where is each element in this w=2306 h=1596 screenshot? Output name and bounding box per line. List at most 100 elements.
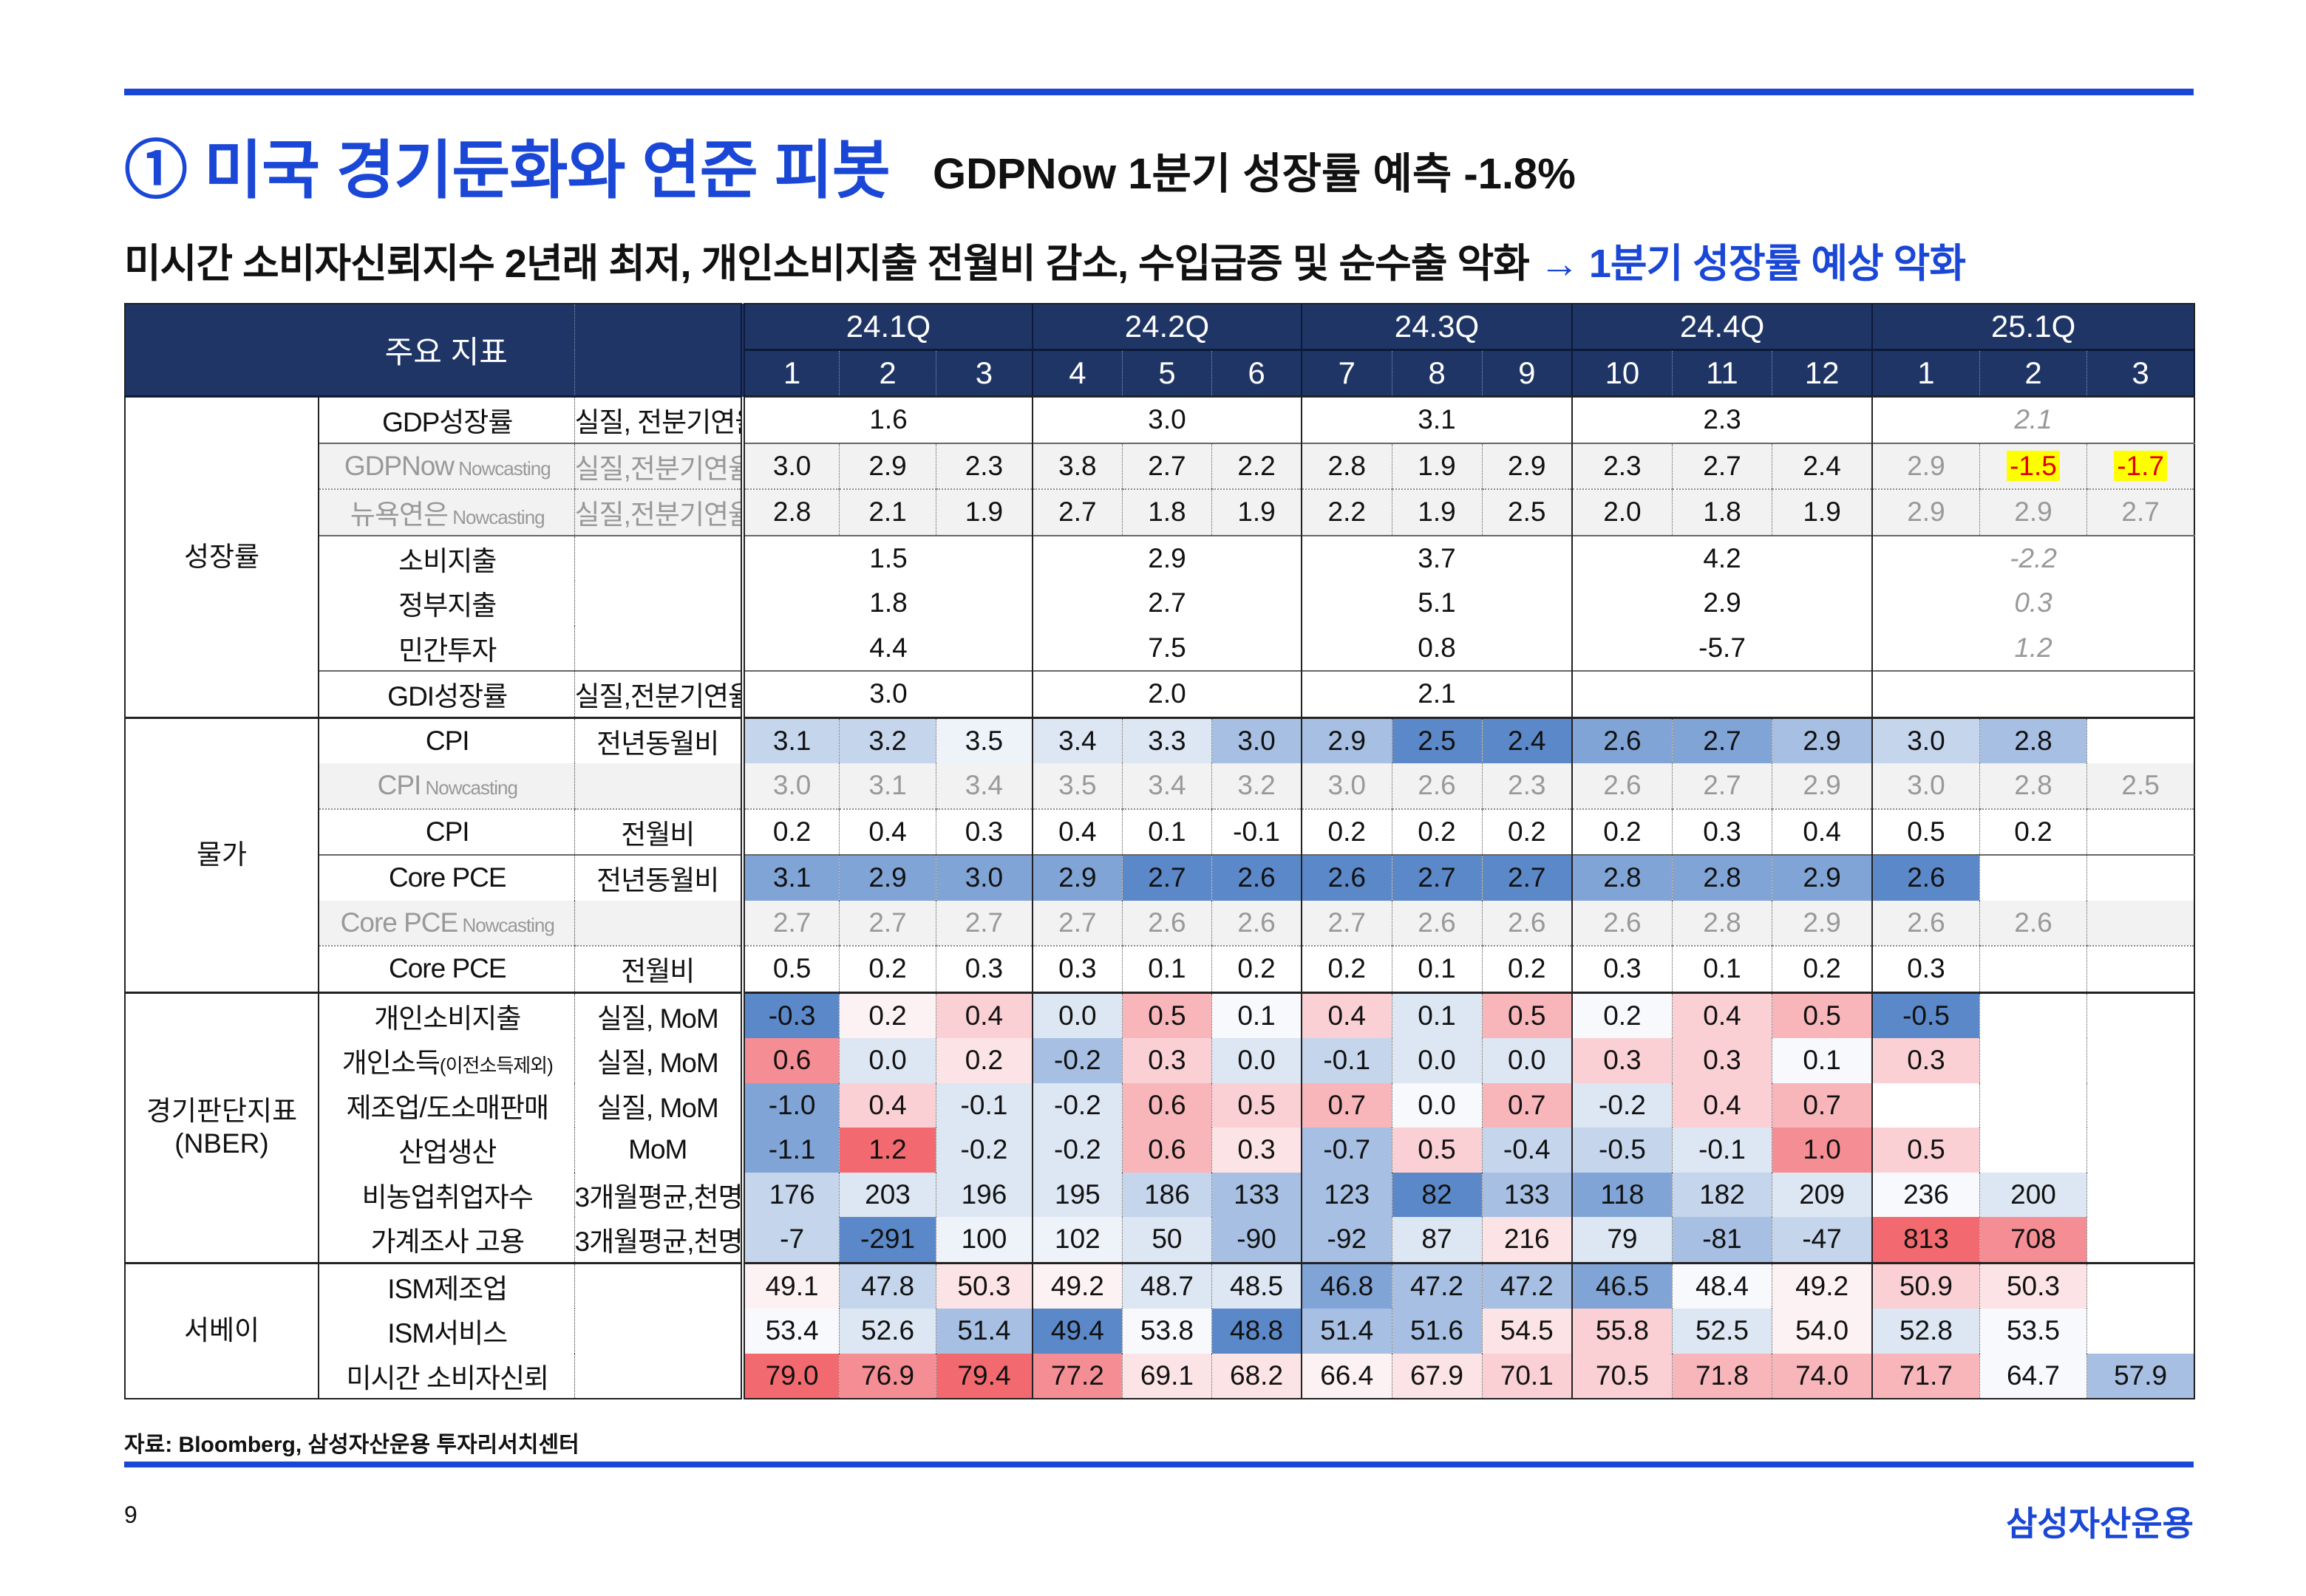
section-label-text: 경기판단지표	[146, 1095, 298, 1126]
indicator-name-text: 개인소득	[341, 1048, 441, 1079]
month-value-cell: 2.5	[1392, 716, 1483, 763]
month-header: 1	[1872, 349, 1980, 397]
indicator-name-text: 정부지출	[398, 590, 497, 621]
month-value-cell: 2.6	[1482, 900, 1574, 946]
month-value-cell	[1979, 991, 2088, 1038]
indicator-name-suffix: Nowcasting	[454, 457, 551, 480]
month-value-cell: 0.0	[1032, 991, 1123, 1038]
table-row: Core PCE Nowcasting 2.7 2.7 2.7 2.7 2.6 2.6 2.7…	[125, 900, 2195, 946]
quarter-value-cell: 1.6	[741, 396, 1033, 443]
month-value-cell: 0.1	[1392, 945, 1483, 992]
table-row: 개인소득(이전소득제외) 실질, MoM 0.6 0.0 0.2 -0.2 0.3 0.0 -0…	[125, 1038, 2195, 1083]
month-value-cell: 49.4	[1032, 1309, 1123, 1354]
month-value-cell	[2086, 1309, 2195, 1354]
month-value-cell: 54.5	[1482, 1309, 1574, 1354]
indicator-name: Core PCE Nowcasting	[319, 900, 575, 946]
indicator-unit: MoM	[628, 1134, 687, 1165]
table-row: CPI 전월비 0.2 0.4 0.3 0.4 0.1 -0.1 0.2 0.2 0.2 0.2 0.3…	[125, 808, 2195, 855]
month-value-cell: -0.1	[1302, 1038, 1392, 1083]
month-value-cell: 0.6	[1122, 1128, 1213, 1173]
month-value-cell: 0.1	[1211, 991, 1303, 1038]
quarter-value-cell	[1572, 670, 1874, 717]
month-value-cell: -0.2	[1032, 1128, 1123, 1173]
month-value-cell: 0.2	[839, 945, 936, 992]
indicator-name: GDP성장률	[319, 396, 575, 443]
indicator-name: 미시간 소비자신뢰	[319, 1353, 575, 1399]
month-value-cell: 0.4	[1032, 808, 1123, 855]
month-value-cell: -7	[741, 1217, 840, 1263]
month-value-cell: 2.3	[936, 442, 1033, 489]
month-value-cell: 2.8	[1572, 854, 1673, 901]
month-value-cell: 52.8	[1872, 1309, 1980, 1354]
quarter-header-row: 주요 지표 24.1Q 24.2Q 24.3Q 24.4Q 25.1Q	[125, 304, 2195, 398]
month-value-cell: 68.2	[1211, 1353, 1303, 1399]
month-value-cell: 1.8	[1672, 488, 1773, 536]
month-value-cell: 2.6	[1872, 900, 1980, 946]
month-value-cell: 0.2	[1979, 808, 2088, 855]
month-value-cell: 3.2	[839, 716, 936, 763]
month-value-cell: 0.3	[1122, 1038, 1213, 1083]
month-value-cell: 2.8	[1979, 763, 2088, 809]
indicator-name-text: 산업생산	[398, 1137, 497, 1168]
indicator-name-text: Core PCE	[388, 862, 507, 893]
month-value-cell: 0.2	[1572, 991, 1673, 1038]
month-value-cell: 2.3	[1572, 442, 1673, 489]
month-value-cell: 2.6	[1211, 900, 1303, 946]
month-value-cell: 3.0	[1872, 716, 1980, 763]
month-value-cell: 49.2	[1772, 1261, 1874, 1309]
section-label: 물가	[125, 716, 319, 992]
month-value-cell: 133	[1211, 1172, 1303, 1217]
month-header: 7	[1302, 349, 1392, 397]
month-value-cell: 76.9	[839, 1353, 936, 1399]
month-value-cell: 2.9	[1979, 488, 2088, 536]
section-label-text: 물가	[196, 839, 248, 870]
month-value-cell: -0.7	[1302, 1128, 1392, 1173]
indicator-name-text: GDPNow	[344, 450, 455, 481]
month-value-cell: 3.8	[1032, 442, 1123, 489]
month-value-cell: 2.8	[1302, 442, 1392, 489]
month-value-cell: 236	[1872, 1172, 1980, 1217]
month-value-cell: 0.2	[1392, 808, 1483, 855]
indicator-unit: 실질, MoM	[574, 991, 743, 1038]
indicator-name: ISM서비스	[319, 1309, 575, 1354]
month-value-cell: 3.1	[741, 854, 840, 901]
month-value-cell: -0.4	[1482, 1128, 1574, 1173]
month-value-cell	[2086, 900, 2195, 946]
month-value-cell: 47.2	[1482, 1261, 1574, 1309]
quarter-header: 24.4Q	[1572, 304, 1874, 351]
month-value-cell: 133	[1482, 1172, 1574, 1217]
quarter-value-cell: 2.3	[1572, 396, 1874, 443]
month-value-cell: 2.7	[1122, 442, 1213, 489]
indicator-name-text: CPI	[425, 725, 470, 756]
month-value-cell: 2.9	[1302, 716, 1392, 763]
month-value-cell: 48.8	[1211, 1309, 1303, 1354]
indicator-name-text: CPI	[425, 816, 470, 847]
indicator-name-text: 민간투자	[398, 635, 497, 666]
month-value-cell: 1.9	[936, 488, 1033, 536]
headline-main: 미시간 소비자신뢰지수 2년래 최저, 개인소비지출 전월비 감소, 수입급증 …	[124, 242, 1540, 286]
month-header: 6	[1211, 349, 1303, 397]
month-value-cell: 182	[1672, 1172, 1773, 1217]
indicator-name-suffix: Nowcasting	[448, 506, 545, 529]
quarter-value-cell: 3.1	[1302, 396, 1574, 443]
quarter-value-cell: 4.4	[741, 625, 1033, 671]
indicator-unit	[574, 1261, 743, 1309]
indicator-unit	[574, 763, 743, 809]
month-value-cell: 3.5	[1032, 763, 1123, 809]
month-value-cell: 2.7	[936, 900, 1033, 946]
month-header: 12	[1772, 349, 1874, 397]
table-row: Core PCE 전월비 0.5 0.2 0.3 0.3 0.1 0.2 0.2 0.1 0.2 0.…	[125, 945, 2195, 992]
indicator-name: 비농업취업자수	[319, 1172, 575, 1217]
indicator-unit: 실질,전분기연율	[574, 442, 743, 489]
month-value-cell: 2.7	[2086, 488, 2195, 536]
month-value-cell: 46.8	[1302, 1261, 1392, 1309]
quarter-value-cell	[1872, 670, 2195, 717]
month-value-cell: 209	[1772, 1172, 1874, 1217]
indicator-unit	[574, 1309, 743, 1354]
month-value-cell: 0.3	[1672, 1038, 1773, 1083]
month-value-cell: 0.0	[839, 1038, 936, 1083]
month-value-cell: 0.0	[1392, 1038, 1483, 1083]
month-value-cell: 0.2	[839, 991, 936, 1038]
month-value-cell: 0.1	[1122, 808, 1213, 855]
indicator-name: Core PCE	[319, 854, 575, 901]
